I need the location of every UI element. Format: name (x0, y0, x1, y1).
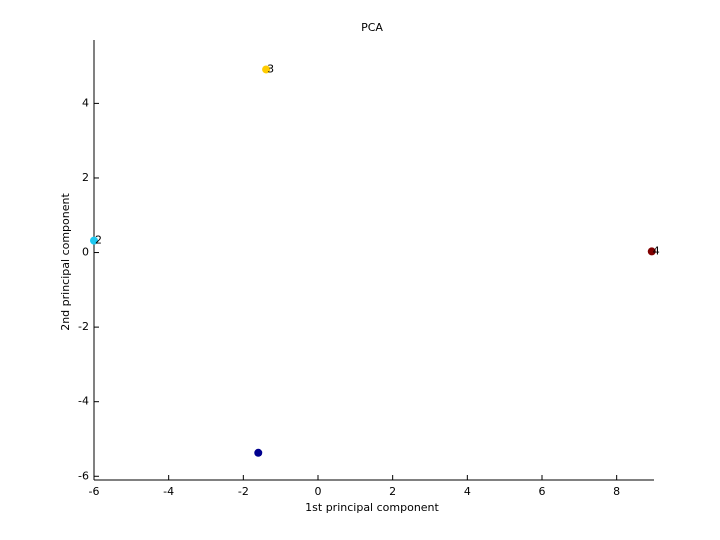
x-tick-label: -2 (238, 485, 249, 498)
x-tick-label: 6 (539, 485, 546, 498)
x-tick-label: 8 (613, 485, 620, 498)
point (647, 247, 656, 256)
x-axis-label: 1st principal component (305, 501, 439, 514)
y-axis-label: 2nd principal component (59, 193, 72, 331)
y-tick-label: 0 (82, 246, 89, 259)
x-tick-label: -4 (163, 485, 174, 498)
point (262, 65, 271, 74)
y-tick-label: 2 (82, 171, 89, 184)
x-tick-label: 0 (315, 485, 322, 498)
y-tick-label: 4 (82, 96, 89, 109)
point-label: 3 (267, 62, 274, 75)
y-tick-label: -4 (78, 395, 89, 408)
y-tick-label: -6 (78, 469, 89, 482)
point-label: 4 (653, 244, 660, 257)
point (90, 236, 98, 245)
x-tick-label: -6 (89, 485, 100, 498)
x-tick-label: 4 (464, 485, 471, 498)
y-tick-label: -2 (78, 320, 89, 333)
x-tick-label: 2 (389, 485, 396, 498)
chart-title: PCA (361, 21, 383, 34)
point (254, 448, 263, 457)
point-label: 2 (95, 234, 102, 247)
